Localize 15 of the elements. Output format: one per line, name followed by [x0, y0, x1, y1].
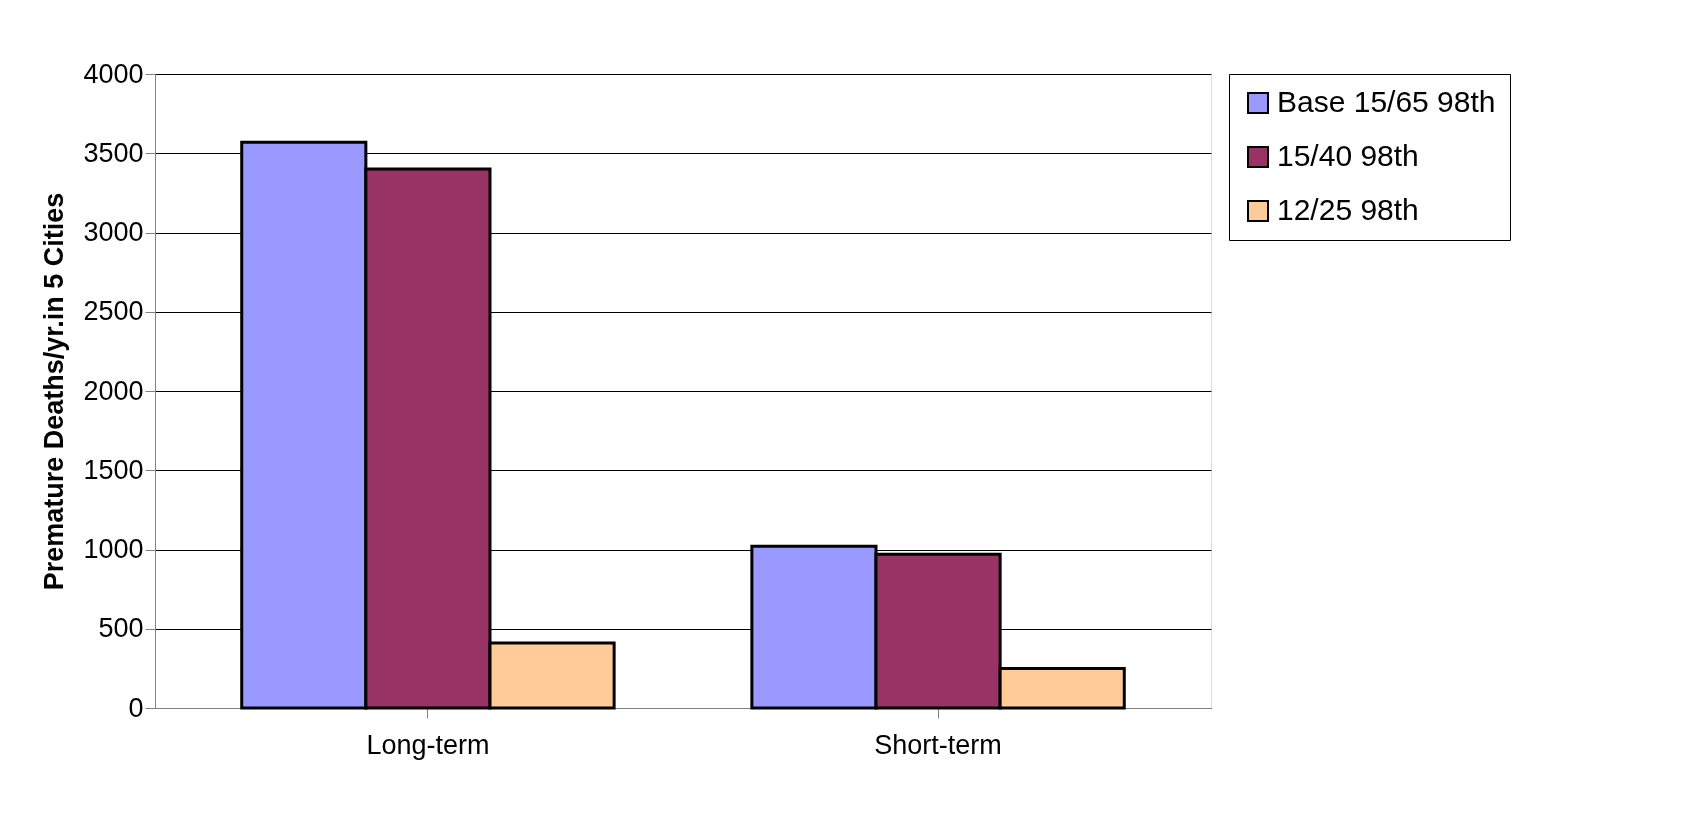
- legend-label: 15/40 98th: [1277, 139, 1419, 172]
- y-tick-label: 2000: [83, 375, 144, 406]
- legend-label: Base 15/65 98th: [1277, 85, 1496, 118]
- y-tick-label: 3500: [83, 137, 144, 168]
- y-axis-title: Premature Deaths/yr.in 5 Cities: [39, 192, 70, 591]
- y-tick-label: 2500: [83, 296, 144, 327]
- x-tick-label: Long-term: [366, 729, 490, 760]
- legend-label: 12/25 98th: [1277, 193, 1419, 226]
- y-tick-label: 1000: [83, 534, 144, 564]
- x-tick-label: Short-term: [874, 729, 1002, 760]
- y-tick-label: 1500: [83, 454, 144, 485]
- y-tick-label: 500: [98, 613, 144, 644]
- y-tick-label: 4000: [83, 58, 144, 89]
- y-tick-label: 0: [128, 692, 144, 723]
- y-tick-label: 3000: [83, 217, 144, 247]
